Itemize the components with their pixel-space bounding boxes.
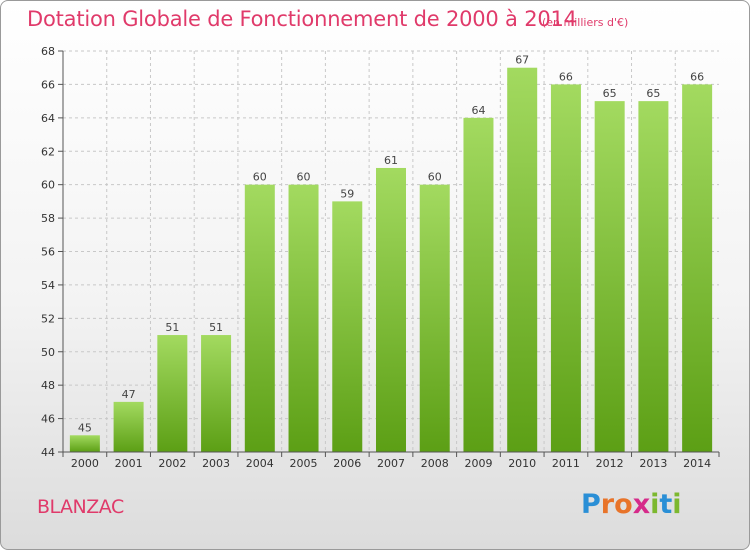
x-tick-label: 2000	[71, 457, 99, 470]
data-label: 45	[78, 421, 92, 434]
data-label: 61	[384, 154, 398, 167]
y-tick-label: 52	[41, 312, 55, 325]
bar	[507, 67, 538, 452]
bar	[332, 201, 363, 452]
bar	[419, 184, 450, 452]
y-tick-label: 68	[41, 45, 55, 58]
data-label: 67	[515, 54, 529, 67]
chart-title: Dotation Globale de Fonctionnement de 20…	[27, 7, 577, 31]
data-label: 51	[209, 321, 223, 334]
data-label: 60	[297, 171, 311, 184]
data-label: 64	[471, 104, 485, 117]
bars: 45 47 51 51 60 60 59 61 60 64 67 66 65 65 66	[69, 54, 713, 453]
bar	[682, 84, 713, 453]
y-tick-label: 48	[41, 379, 55, 392]
data-label: 60	[253, 171, 267, 184]
logo-letter: x	[632, 489, 651, 520]
y-tick-label: 44	[41, 446, 55, 459]
data-label: 51	[165, 321, 179, 334]
bar	[550, 84, 581, 453]
y-tick-label: 62	[41, 145, 55, 158]
bar	[463, 117, 494, 452]
bar	[594, 101, 625, 452]
x-tick-label: 2003	[202, 457, 230, 470]
logo-letter: o	[614, 489, 633, 520]
bar	[113, 401, 144, 452]
bar	[201, 335, 232, 452]
logo-letter: P	[581, 489, 601, 520]
proxiti-logo[interactable]: Proxiti	[581, 489, 682, 520]
x-tick-label: 2004	[246, 457, 274, 470]
data-label: 47	[122, 388, 136, 401]
x-tick-label: 2001	[115, 457, 143, 470]
y-tick-label: 54	[41, 279, 55, 292]
data-label: 60	[428, 171, 442, 184]
y-tick-label: 66	[41, 78, 55, 91]
x-tick-label: 2007	[377, 457, 405, 470]
y-tick-label: 60	[41, 179, 55, 192]
data-label: 65	[603, 87, 617, 100]
x-tick-label: 2008	[421, 457, 449, 470]
bar	[69, 435, 100, 452]
x-tick-label: 2012	[596, 457, 624, 470]
chart-subtitle: (en milliers d'€)	[542, 16, 629, 29]
x-tick-label: 2006	[333, 457, 361, 470]
x-tick-label: 2013	[639, 457, 667, 470]
data-label: 66	[690, 70, 704, 83]
x-tick-label: 2009	[464, 457, 492, 470]
bar	[288, 184, 319, 452]
axes: 44 46 48 50 52 54 56 58 60 62 64 66 68 2000 2001 2002 20…	[41, 45, 720, 470]
bar	[244, 184, 275, 452]
data-label: 66	[559, 70, 573, 83]
x-tick-label: 2014	[683, 457, 711, 470]
logo-letter: t	[659, 489, 673, 520]
y-tick-label: 58	[41, 212, 55, 225]
x-tick-label: 2005	[290, 457, 318, 470]
y-tick-label: 56	[41, 246, 55, 259]
logo-letter: i	[672, 489, 682, 520]
logo-letter: r	[600, 489, 615, 520]
data-label: 59	[340, 187, 354, 200]
y-tick-label: 46	[41, 413, 55, 426]
town-name: BLANZAC	[37, 496, 124, 518]
bar	[376, 167, 406, 453]
y-tick-label: 64	[41, 112, 55, 125]
y-tick-label: 50	[41, 346, 55, 359]
bar	[157, 335, 188, 452]
logo-letter: i	[650, 489, 660, 520]
data-label: 65	[646, 87, 660, 100]
bar	[638, 101, 669, 452]
x-tick-label: 2010	[508, 457, 536, 470]
x-tick-label: 2002	[158, 457, 186, 470]
x-tick-label: 2011	[552, 457, 580, 470]
